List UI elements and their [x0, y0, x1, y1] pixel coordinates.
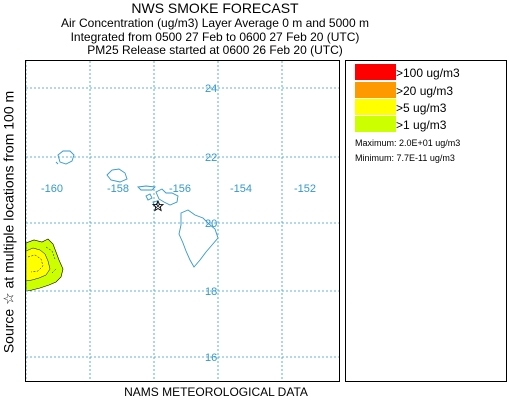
- map-panel: 24 22 20 18 16 -160 -158 -156 -154 -152: [25, 60, 340, 382]
- map-canvas: 24 22 20 18 16 -160 -158 -156 -154 -152: [26, 61, 339, 381]
- island-molokai: [137, 185, 156, 191]
- legend-swatch-orange: [355, 82, 396, 98]
- minimum-value: Minimum: 7.7E-11 ug/m3: [355, 153, 455, 163]
- lon-label-152: -152: [294, 183, 316, 195]
- maximum-value: Maximum: 2.0E+01 ug/m3: [355, 138, 461, 148]
- lat-label-24: 24: [205, 83, 217, 95]
- data-source-footer: NAMS METEOROLOGICAL DATA: [124, 385, 308, 399]
- lat-label-18: 18: [205, 286, 217, 298]
- legend-swatch-yellow: [355, 99, 396, 115]
- legend-label: >100 ug/m3: [396, 66, 460, 80]
- lat-label-16: 16: [205, 352, 217, 364]
- lat-label-22: 22: [205, 152, 217, 164]
- lat-lon-grid: [26, 61, 339, 381]
- legend-label: >20 ug/m3: [396, 84, 454, 98]
- lon-label-156: -156: [169, 183, 191, 195]
- plume-contour: [27, 246, 58, 274]
- source-label: Source ☆ at multiple locations from 100 …: [0, 90, 17, 354]
- integration-period: Integrated from 0500 27 Feb to 0600 27 F…: [70, 30, 360, 44]
- lon-label-158: -158: [107, 183, 129, 195]
- coastlines: [55, 150, 219, 268]
- island-kauai: [57, 150, 75, 165]
- island-niihau: [55, 161, 59, 165]
- legend-panel: >100 ug/m3 >20 ug/m3 >5 ug/m3 >1 ug/m3 M…: [345, 60, 507, 382]
- lon-label-160: -160: [41, 183, 63, 195]
- release-start: PM25 Release started at 0600 26 Feb 20 (…: [87, 43, 343, 57]
- lon-label-154: -154: [230, 183, 252, 195]
- island-kahoolawe: [152, 200, 159, 206]
- plume-inner-region: [26, 247, 51, 282]
- grid-labels: 24 22 20 18 16 -160 -158 -156 -154 -152: [41, 83, 316, 364]
- smoke-plume: [26, 238, 64, 292]
- island-oahu: [106, 168, 128, 183]
- concentration-description: Air Concentration (ug/m3) Layer Average …: [61, 16, 369, 30]
- legend-label: >5 ug/m3: [396, 101, 447, 115]
- lat-label-20: 20: [205, 218, 217, 230]
- star-icon: [151, 199, 165, 212]
- island-maui: [155, 188, 179, 206]
- legend-label: >1 ug/m3: [396, 118, 447, 132]
- legend-swatch-lime: [355, 116, 396, 132]
- island-hawaii: [178, 209, 219, 268]
- map-title: NWS SMOKE FORECAST: [131, 0, 299, 16]
- legend-swatch-red: [355, 64, 396, 80]
- island-lanai: [145, 193, 153, 201]
